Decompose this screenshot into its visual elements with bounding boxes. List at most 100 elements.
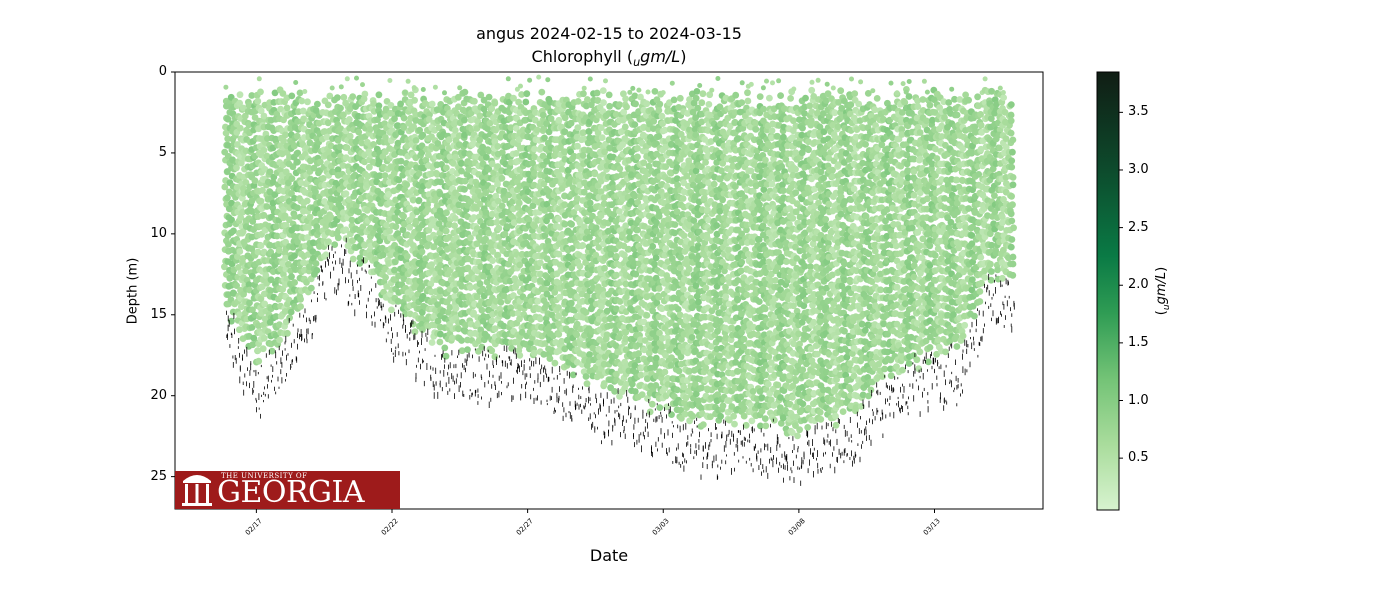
scatter-point xyxy=(282,238,289,246)
scatter-point xyxy=(400,220,408,228)
scatter-point xyxy=(651,88,659,95)
scatter-point xyxy=(277,265,284,273)
scatter-point xyxy=(282,254,289,262)
scatter-point xyxy=(516,352,524,359)
scatter-point xyxy=(300,115,308,123)
scatter-point xyxy=(236,248,244,255)
scatter-point xyxy=(725,246,732,254)
scatter-point xyxy=(677,254,685,261)
scatter-point xyxy=(561,201,569,209)
scatter-point xyxy=(291,213,299,220)
scatter-point xyxy=(376,172,384,180)
scatter-point xyxy=(391,115,398,123)
scatter-point xyxy=(523,90,531,98)
scatter-point xyxy=(636,87,642,93)
scatter-point xyxy=(508,344,515,352)
scatter-point xyxy=(248,324,256,331)
scatter-point xyxy=(692,94,700,102)
scatter-point xyxy=(288,92,296,100)
scatter-point xyxy=(360,95,368,103)
scatter-point xyxy=(259,186,266,194)
scatter-point xyxy=(297,303,304,310)
scatter-point xyxy=(233,164,240,172)
scatter-point xyxy=(312,260,320,267)
scatter-point xyxy=(242,267,250,275)
scatter-point xyxy=(652,354,660,362)
scatter-point xyxy=(434,140,442,147)
scatter-point xyxy=(376,237,384,245)
scatter-point xyxy=(432,84,438,90)
scatter-point xyxy=(397,100,404,108)
scatter-point xyxy=(418,248,426,256)
scatter-point xyxy=(237,159,245,167)
scatter-point xyxy=(391,266,398,274)
scatter-point xyxy=(279,260,287,267)
scatter-point xyxy=(655,285,663,292)
scatter-point xyxy=(236,91,244,99)
scatter-point xyxy=(255,357,263,365)
scatter-point xyxy=(236,99,244,107)
scatter-point xyxy=(280,271,287,278)
scatter-point xyxy=(600,99,607,106)
scatter-point xyxy=(416,277,424,285)
scatter-point xyxy=(371,256,379,263)
scatter-point xyxy=(536,74,542,80)
scatter-point xyxy=(307,284,315,292)
scatter-point xyxy=(248,92,256,99)
scatter-point xyxy=(283,104,291,112)
scatter-point xyxy=(234,141,241,148)
scatter-point xyxy=(267,287,274,295)
scatter-point xyxy=(257,88,264,96)
scatter-point xyxy=(437,101,445,108)
scatter-point xyxy=(312,188,319,196)
scatter-point xyxy=(613,271,620,279)
scatter-point xyxy=(601,264,608,272)
scatter-point xyxy=(239,228,247,236)
scatter-point xyxy=(272,223,280,230)
scatter-point xyxy=(573,331,581,339)
scatter-point xyxy=(260,112,268,120)
scatter-point xyxy=(260,248,268,256)
scatter-point xyxy=(324,101,332,109)
scatter-point xyxy=(744,97,752,105)
scatter-point xyxy=(303,197,311,205)
scatter-point xyxy=(399,226,407,234)
scatter-point xyxy=(476,136,484,144)
scatter-point xyxy=(675,367,683,375)
scatter-point xyxy=(228,216,236,224)
scatter-point xyxy=(276,336,283,344)
scatter-point xyxy=(298,97,306,105)
scatter-point xyxy=(249,272,256,280)
scatter-point xyxy=(263,152,271,160)
scatter-point xyxy=(489,257,496,264)
scatter-point xyxy=(643,312,651,319)
scatter-point xyxy=(279,90,287,97)
scatter-point xyxy=(600,344,608,351)
scatter-point xyxy=(249,306,256,314)
scatter-point xyxy=(296,89,304,97)
scatter-point xyxy=(518,83,523,89)
scatter-point xyxy=(411,85,417,91)
scatter-point xyxy=(383,221,390,229)
scatter-point xyxy=(339,209,347,217)
scatter-point xyxy=(245,101,253,109)
scatter-point xyxy=(260,334,268,342)
scatter-point xyxy=(257,197,265,205)
scatter-point xyxy=(631,92,639,100)
scatter-point xyxy=(225,241,232,248)
scatter-point xyxy=(744,89,751,97)
scatter-point xyxy=(237,214,245,222)
scatter-point xyxy=(236,124,244,132)
scatter-point xyxy=(697,83,703,88)
scatter-point xyxy=(294,224,302,232)
scatter-point xyxy=(407,91,415,99)
scatter-point xyxy=(406,224,414,231)
scatter-point xyxy=(497,298,505,306)
scatter-point xyxy=(419,292,427,300)
scatter-point xyxy=(435,220,443,228)
scatter-point xyxy=(538,88,546,96)
scatter-point xyxy=(285,216,293,224)
scatter-point xyxy=(366,125,374,133)
scatter-point xyxy=(275,246,283,254)
scatter-point xyxy=(661,368,669,376)
